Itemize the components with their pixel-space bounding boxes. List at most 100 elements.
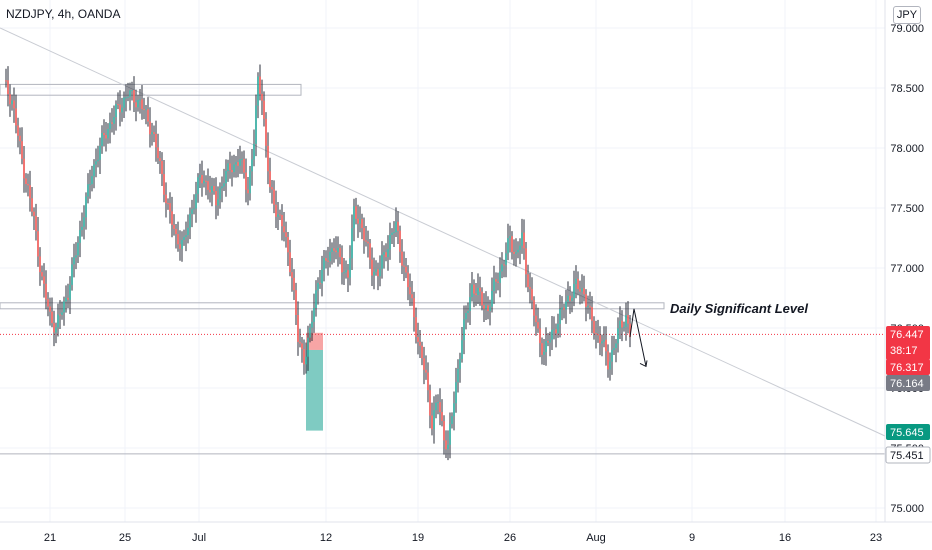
candle-up (75, 255, 77, 258)
candle-up (187, 227, 189, 236)
daily-significant-level-label: Daily Significant Level (670, 301, 808, 316)
candle-up (603, 339, 605, 342)
candle-down (245, 172, 247, 190)
candle-up (573, 283, 575, 299)
candle-down (529, 287, 531, 290)
candle-up (625, 315, 627, 327)
candle-up (387, 249, 389, 258)
candle-down (27, 184, 29, 186)
candle-down (209, 189, 211, 193)
candle-down (409, 287, 411, 295)
candle-up (617, 328, 619, 344)
target-price-tag (886, 424, 930, 440)
candle-down (407, 272, 409, 288)
candle-up (477, 287, 479, 296)
x-tick-label: 26 (504, 532, 516, 544)
candle-up (221, 186, 223, 189)
x-tick-label: 23 (870, 532, 882, 544)
candle-up (83, 217, 85, 227)
candle-down (265, 118, 267, 146)
candle-up (57, 314, 59, 328)
candle-down (487, 305, 489, 312)
candle-up (611, 350, 613, 362)
candle-down (17, 125, 19, 136)
y-tick-label: 79.000 (890, 23, 924, 35)
candle-down (53, 323, 55, 333)
candle-down (273, 189, 275, 205)
candle-up (463, 319, 465, 341)
candle-down (21, 141, 23, 159)
candle-up (575, 278, 577, 284)
support-price-tag (885, 446, 931, 464)
candle-up (343, 272, 345, 274)
candle-down (105, 135, 107, 139)
candle-down (399, 230, 401, 252)
candle-up (395, 221, 397, 233)
candle-down (39, 256, 41, 273)
candle-up (223, 183, 225, 187)
candle-up (467, 310, 469, 313)
current-price-tag-text: 76.447 (890, 329, 924, 341)
candle-up (551, 329, 553, 340)
candle-down (133, 90, 135, 103)
x-tick-label: 16 (779, 532, 791, 544)
candle-down (295, 290, 297, 316)
candle-up (557, 323, 559, 334)
candle-up (559, 309, 561, 324)
candle-up (501, 264, 503, 272)
candle-down (207, 181, 209, 190)
candle-up (449, 423, 451, 445)
candle-down (361, 219, 363, 229)
x-tick-label: 12 (320, 532, 332, 544)
candle-down (421, 345, 423, 359)
candle-up (217, 199, 219, 206)
current-price-tag (886, 326, 930, 360)
candle-down (319, 282, 321, 284)
candle-down (293, 277, 295, 291)
candle-up (121, 107, 123, 113)
candle-up (349, 258, 351, 278)
candle-up (469, 297, 471, 311)
candle-up (457, 368, 459, 383)
candle-down (333, 248, 335, 251)
candle-down (169, 203, 171, 212)
candle-up (493, 279, 495, 291)
candle-up (89, 184, 91, 186)
candle-up (307, 337, 309, 357)
candle-up (233, 164, 235, 173)
candle-up (507, 238, 509, 254)
candle-up (383, 252, 385, 255)
y-tick-label: 78.000 (890, 143, 924, 155)
candle-down (523, 232, 525, 249)
candle-up (323, 258, 325, 270)
candle-down (213, 185, 215, 192)
candle-up (353, 206, 355, 229)
candle-down (43, 276, 45, 284)
currency-badge[interactable]: JPY (893, 6, 921, 24)
candle-up (131, 90, 133, 92)
candle-up (97, 159, 99, 162)
candle-down (563, 307, 565, 310)
candle-up (517, 249, 519, 253)
candle-down (439, 402, 441, 413)
support-price-tag-text: 75.451 (890, 450, 924, 462)
candle-up (615, 343, 617, 349)
time-axis (0, 522, 932, 550)
candle-down (135, 102, 137, 108)
candle-down (539, 328, 541, 344)
candle-up (337, 247, 339, 253)
candle-up (253, 143, 255, 160)
candle-up (113, 117, 115, 124)
candle-up (309, 327, 311, 338)
candle-up (277, 214, 279, 217)
candle-up (115, 104, 117, 118)
candle-down (263, 100, 265, 119)
candle-up (193, 208, 195, 210)
candle-up (125, 97, 127, 99)
candle-up (561, 307, 563, 310)
candle-down (405, 266, 407, 273)
candle-down (327, 260, 329, 262)
x-tick-label: 19 (412, 532, 424, 544)
candle-down (367, 241, 369, 244)
